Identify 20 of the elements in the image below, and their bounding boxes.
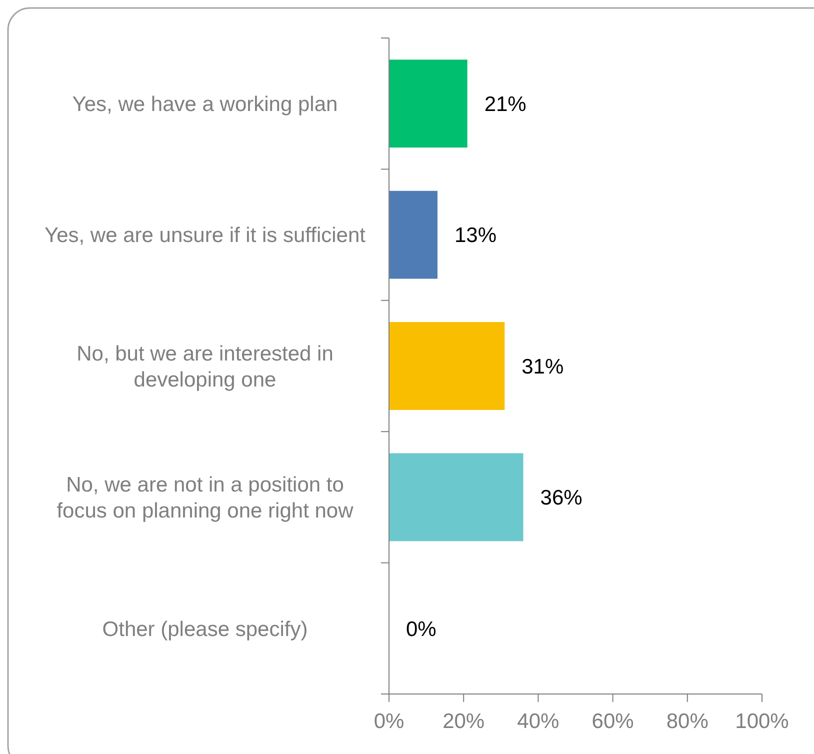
y-tick-label: Yes, we are unsure if it is sufficient xyxy=(44,224,366,248)
data-label: 13% xyxy=(454,224,497,248)
x-tick-label: 80% xyxy=(666,710,708,733)
x-tick-label: 20% xyxy=(442,710,485,733)
y-tick-label: No, but we are interested in developing one xyxy=(76,342,334,392)
x-tick-label: 0% xyxy=(374,710,404,733)
data-label: 36% xyxy=(540,486,582,510)
y-tick-label: Other (please specify) xyxy=(102,618,308,641)
bar xyxy=(389,190,438,279)
data-label: 0% xyxy=(406,618,436,641)
bar xyxy=(389,60,468,148)
x-tick-label: 40% xyxy=(517,710,560,733)
x-tick-label: 100% xyxy=(735,710,789,733)
x-tick-label: 60% xyxy=(592,710,634,733)
y-tick-label: Yes, we have a working plan xyxy=(72,92,338,116)
data-label: 21% xyxy=(484,92,526,116)
bar xyxy=(389,322,505,410)
y-tick-label: No, we are not in a position to focus on planning one right now xyxy=(56,474,354,523)
data-label: 31% xyxy=(522,355,564,378)
bar xyxy=(389,453,524,542)
